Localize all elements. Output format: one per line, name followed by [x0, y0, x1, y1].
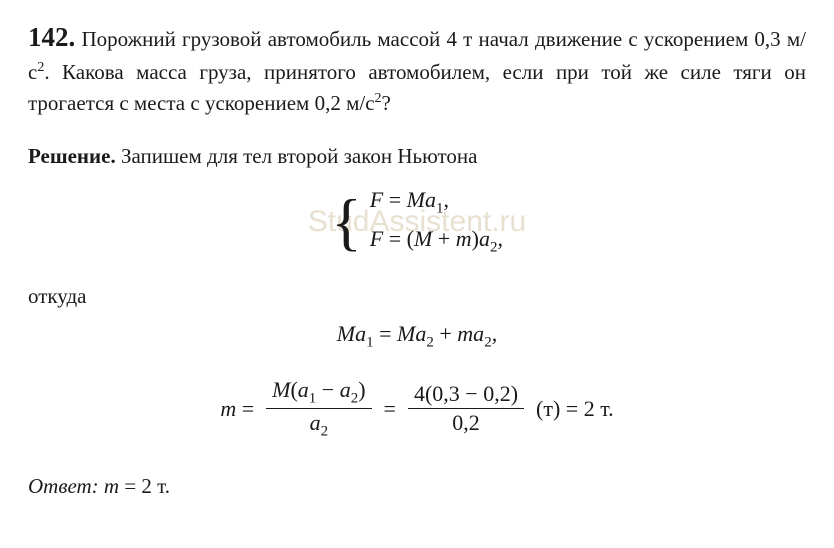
equation-1: F = Ma1, [370, 187, 503, 217]
equation-2: F = (M + m)a2, [370, 226, 503, 256]
equals-1: = [384, 396, 396, 422]
frac2-denominator: 0,2 [446, 409, 486, 435]
fraction-1: M(a1 − a2) a2 [266, 378, 371, 441]
centered-equation: Ma1 = Ma2 + ma2, [28, 321, 806, 351]
frac1-denominator: a2 [304, 409, 335, 440]
answer-value: m = 2 т. [99, 474, 170, 498]
equations-list: F = Ma1, F = (M + m)a2, [370, 187, 503, 256]
problem-body: Порожний грузовой автомобиль массой 4 т … [28, 27, 806, 115]
solution-heading: Решение. Запишем для тел второй закон Нь… [28, 142, 806, 171]
whence-text: откуда [28, 284, 806, 309]
brace-system: { F = Ma1, F = (M + m)a2, [331, 187, 503, 256]
problem-number: 142. [28, 22, 75, 52]
solution-intro: Запишем для тел второй закон Ньютона [116, 144, 478, 168]
answer-line: Ответ: m = 2 т. [28, 474, 806, 499]
deriv-lhs: m = [220, 396, 254, 422]
equation-system: StudAssistent.ru { F = Ma1, F = (M + m)a… [28, 187, 806, 256]
solution-label: Решение. [28, 144, 116, 168]
fraction-2: 4(0,3 − 0,2) 0,2 [408, 382, 524, 435]
frac1-numerator: M(a1 − a2) [266, 378, 371, 410]
frac2-numerator: 4(0,3 − 0,2) [408, 382, 524, 409]
derivation-equation: m = M(a1 − a2) a2 = 4(0,3 − 0,2) 0,2 (т)… [28, 378, 806, 441]
answer-label: Ответ: [28, 474, 99, 498]
problem-statement: 142. Порожний грузовой автомобиль массой… [28, 18, 806, 118]
open-brace: { [331, 190, 362, 254]
deriv-result: (т) = 2 т. [536, 396, 614, 422]
